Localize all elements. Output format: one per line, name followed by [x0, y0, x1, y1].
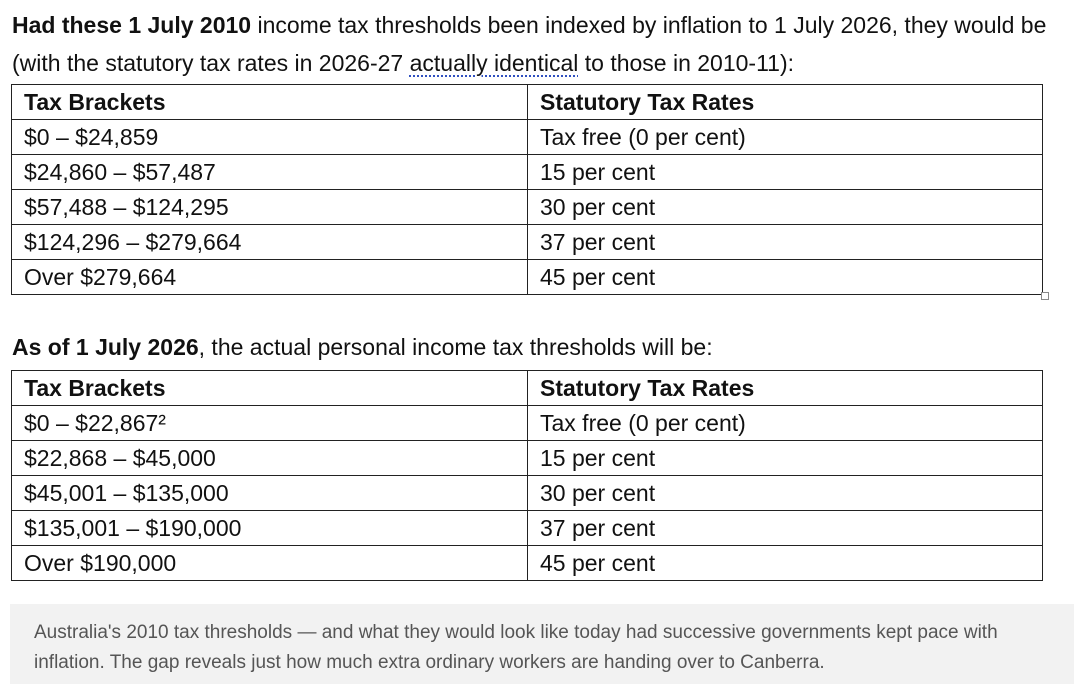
actual-heading-bold-text: As of 1 July 2026: [12, 334, 199, 360]
table-row: $135,001 – $190,000 37 per cent: [11, 510, 1043, 546]
bracket-cell: $57,488 – $124,295: [11, 189, 528, 225]
table-row: $24,860 – $57,487 15 per cent: [11, 154, 1043, 190]
actual-thresholds-heading: As of 1 July 2026, the actual personal i…: [12, 330, 713, 364]
rate-cell: 45 per cent: [527, 545, 1043, 581]
bracket-cell: $24,860 – $57,487: [11, 154, 528, 190]
bracket-cell: $45,001 – $135,000: [11, 475, 528, 511]
rate-cell: 45 per cent: [527, 259, 1043, 295]
intro-text: income tax thresholds been indexed by in…: [12, 12, 1047, 76]
rate-cell: Tax free (0 per cent): [527, 119, 1043, 155]
table-row: $22,868 – $45,000 15 per cent: [11, 440, 1043, 476]
actual-heading-text: , the actual personal income tax thresho…: [198, 334, 713, 360]
column-header-tax-brackets: Tax Brackets: [11, 84, 528, 120]
table-row: $57,488 – $124,295 30 per cent: [11, 189, 1043, 225]
rate-cell: 37 per cent: [527, 510, 1043, 546]
table-row: $124,296 – $279,664 37 per cent: [11, 224, 1043, 260]
bracket-cell: $124,296 – $279,664: [11, 224, 528, 260]
rate-cell: 15 per cent: [527, 154, 1043, 190]
column-header-tax-brackets: Tax Brackets: [11, 370, 528, 406]
image-caption: Australia's 2010 tax thresholds — and wh…: [10, 604, 1074, 684]
bracket-cell: $0 – $24,859: [11, 119, 528, 155]
intro-end-text: to those in 2010-11):: [578, 50, 795, 76]
rate-cell: 15 per cent: [527, 440, 1043, 476]
intro-paragraph: Had these 1 July 2010 income tax thresho…: [12, 6, 1076, 82]
rate-cell: 30 per cent: [527, 475, 1043, 511]
bracket-cell: $0 – $22,867²: [11, 405, 528, 441]
column-header-tax-rates: Statutory Tax Rates: [527, 370, 1043, 406]
table-row: $45,001 – $135,000 30 per cent: [11, 475, 1043, 511]
actual-thresholds-table: Tax Brackets Statutory Tax Rates $0 – $2…: [11, 370, 1043, 581]
bracket-cell: Over $279,664: [11, 259, 528, 295]
table-row: $0 – $22,867² Tax free (0 per cent): [11, 405, 1043, 441]
table-header-row: Tax Brackets Statutory Tax Rates: [11, 370, 1043, 406]
table-row: $0 – $24,859 Tax free (0 per cent): [11, 119, 1043, 155]
indexed-thresholds-table: Tax Brackets Statutory Tax Rates $0 – $2…: [11, 84, 1043, 295]
column-header-tax-rates: Statutory Tax Rates: [527, 84, 1043, 120]
rate-cell: 37 per cent: [527, 224, 1043, 260]
rate-cell: 30 per cent: [527, 189, 1043, 225]
table-row: Over $279,664 45 per cent: [11, 259, 1043, 295]
table-header-row: Tax Brackets Statutory Tax Rates: [11, 84, 1043, 120]
table-resize-handle[interactable]: [1041, 292, 1049, 300]
bracket-cell: Over $190,000: [11, 545, 528, 581]
intro-bold-text: Had these 1 July 2010: [12, 12, 252, 38]
table-row: Over $190,000 45 per cent: [11, 545, 1043, 581]
intro-underlined-text: actually identical: [409, 50, 579, 76]
bracket-cell: $135,001 – $190,000: [11, 510, 528, 546]
bracket-cell: $22,868 – $45,000: [11, 440, 528, 476]
rate-cell: Tax free (0 per cent): [527, 405, 1043, 441]
